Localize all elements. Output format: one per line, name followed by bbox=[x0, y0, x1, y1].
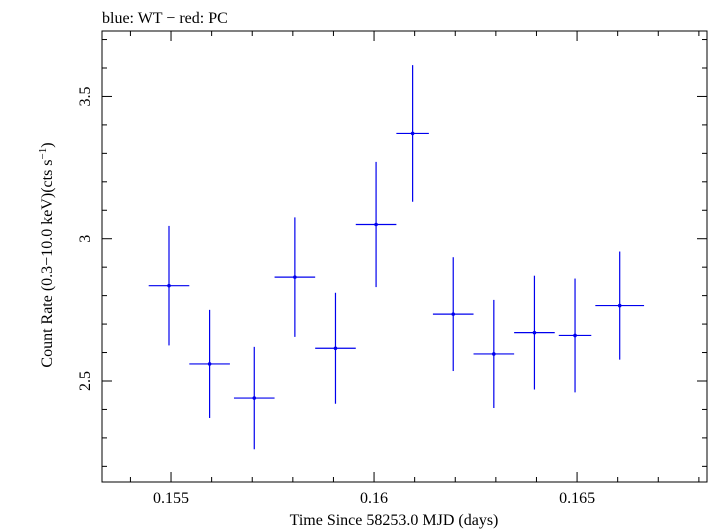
data-point bbox=[473, 299, 515, 409]
chart-title: blue: WT − red: PC bbox=[102, 10, 228, 27]
data-point bbox=[233, 346, 275, 450]
data-point bbox=[514, 275, 555, 390]
data-point bbox=[189, 309, 230, 418]
axis-ticks bbox=[102, 31, 707, 482]
data-marker bbox=[617, 303, 622, 308]
data-point bbox=[396, 65, 429, 202]
data-marker bbox=[167, 283, 171, 288]
plot-frame bbox=[101, 30, 708, 483]
data-marker bbox=[293, 275, 297, 279]
data-marker bbox=[207, 362, 212, 366]
y-axis-label: Count Rate (0.3−10.0 keV)(cts s−1) bbox=[37, 142, 56, 367]
data-marker bbox=[252, 396, 257, 400]
data-marker bbox=[532, 330, 537, 335]
data-marker bbox=[333, 346, 338, 351]
data-point bbox=[432, 257, 474, 372]
y-axis-label-main: Count Rate (0.3−10.0 keV)(cts s bbox=[39, 159, 56, 367]
y-axis-label-close: ) bbox=[39, 142, 56, 147]
data-marker bbox=[410, 131, 415, 136]
x-tick-label: 0.16 bbox=[360, 490, 388, 507]
data-point bbox=[274, 217, 316, 337]
x-tick-label: 0.155 bbox=[153, 490, 189, 507]
y-tick-label: 2.5 bbox=[77, 371, 94, 391]
x-axis-label: Time Since 58253.0 MJD (days) bbox=[290, 512, 499, 529]
data-marker bbox=[451, 312, 456, 316]
data-points bbox=[148, 65, 645, 450]
data-point bbox=[595, 251, 645, 360]
data-marker bbox=[492, 352, 496, 356]
y-axis-label-superscript: −1 bbox=[37, 148, 49, 160]
y-tick-label: 3 bbox=[77, 235, 94, 243]
y-tick-label: 3.5 bbox=[77, 86, 94, 106]
data-marker bbox=[374, 222, 378, 227]
tick-labels: 0.155 0.16 0.165 2.5 3 3.5 bbox=[77, 86, 595, 507]
x-tick-label: 0.165 bbox=[559, 490, 595, 507]
data-point bbox=[558, 278, 592, 393]
data-point bbox=[315, 292, 356, 404]
data-point bbox=[355, 161, 397, 288]
data-marker bbox=[573, 333, 577, 338]
data-point bbox=[148, 225, 190, 346]
